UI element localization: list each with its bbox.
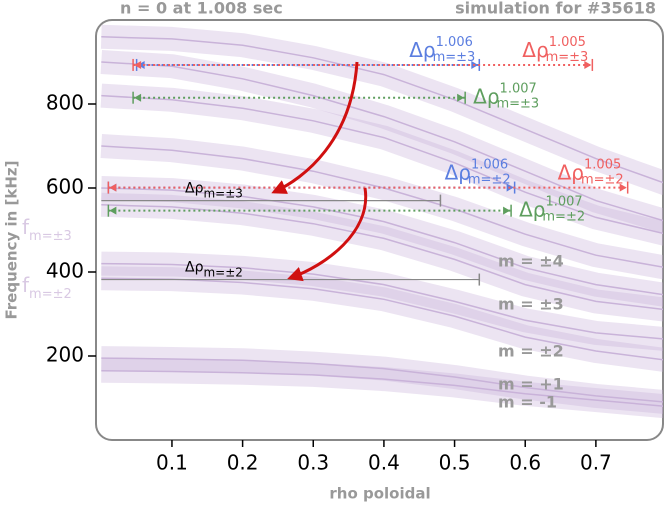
- interval-label-sub: m=±3: [203, 186, 242, 200]
- interval-label-sub: m=±3: [496, 96, 539, 111]
- interval-label: Δρm=±3: [185, 181, 243, 201]
- interval-label-sup: 1.007: [500, 81, 537, 96]
- x-tick-label: 0.5: [439, 451, 471, 475]
- x-tick-label: 0.4: [368, 451, 400, 475]
- mode-label: m = ±2: [498, 342, 564, 361]
- mode-line: [101, 94, 663, 235]
- mode-line: [101, 204, 663, 311]
- interval-label-sub: m=±2: [581, 172, 624, 187]
- interval-label-main: Δρ: [185, 181, 204, 197]
- plot-frame: [95, 19, 664, 441]
- mode-line: [101, 61, 663, 223]
- interval-label: Δρm=±2: [185, 260, 243, 280]
- interval-label-sup: 1.005: [584, 157, 621, 172]
- interval-label: Δρ1.006 m=±2: [445, 157, 511, 187]
- interval-label-main: Δρ: [409, 37, 435, 61]
- mode-label: m = +1: [498, 375, 564, 394]
- y-tick-label: 400: [46, 259, 84, 283]
- f-label: fm=±2: [22, 273, 72, 302]
- arrow: [271, 61, 359, 194]
- x-tick-label: 0.2: [227, 451, 259, 475]
- interval-head: [134, 60, 142, 69]
- x-tick-label: 0.1: [156, 451, 188, 475]
- interval-label: Δρ1.006 m=±3: [409, 34, 475, 64]
- mode-label: m = -1: [498, 393, 557, 412]
- f-label-main: f: [22, 215, 30, 239]
- interval-head: [503, 206, 511, 215]
- interval-label: Δρ1.005 m=±3: [522, 34, 588, 64]
- interval-head: [619, 183, 627, 192]
- interval-head: [109, 206, 117, 215]
- mode-line: [101, 187, 663, 296]
- interval-label-sup: 1.005: [549, 34, 586, 49]
- mode-line: [101, 36, 663, 185]
- interval-label-sub: m=±2: [542, 209, 585, 224]
- interval-label-sup: 1.006: [471, 157, 508, 172]
- mode-line: [101, 369, 663, 408]
- interval-head: [137, 60, 145, 69]
- mode-label: m = ±4: [498, 252, 564, 271]
- interval-label-sub: m=±3: [546, 49, 589, 64]
- interval-label-main: Δρ: [185, 260, 204, 276]
- f-label: fm=±3: [22, 215, 72, 244]
- arrow: [287, 187, 368, 282]
- interval-label-sup: 1.006: [436, 34, 473, 49]
- mode-line: [101, 262, 663, 340]
- interval-label-main: Δρ: [473, 84, 499, 108]
- y-tick-label: 200: [46, 343, 84, 367]
- interval-label-sub: m=±3: [433, 49, 476, 64]
- f-label-sub: m=±2: [29, 287, 72, 302]
- interval-label: Δρ1.005 m=±2: [558, 157, 624, 187]
- interval-label-main: Δρ: [558, 160, 584, 184]
- x-axis-label: rho poloidal: [329, 485, 430, 503]
- f-label-sub: m=±3: [29, 229, 72, 244]
- x-tick-label: 0.7: [580, 451, 612, 475]
- y-tick-label: 600: [46, 175, 84, 199]
- interval-label-main: Δρ: [445, 160, 471, 184]
- mode-line: [101, 277, 663, 361]
- y-axis-label: Frequency in [kHz]: [3, 160, 21, 319]
- x-tick-label: 0.3: [297, 451, 329, 475]
- interval-label-main: Δρ: [522, 37, 548, 61]
- interval-head: [457, 93, 465, 102]
- y-tick-label: 800: [46, 91, 84, 115]
- interval-label-sup: 1.007: [545, 194, 582, 209]
- interval-label-main: Δρ: [519, 197, 545, 221]
- mode-label: m = ±3: [498, 295, 564, 314]
- bands: [100, 24, 663, 419]
- f-label-main: f: [22, 273, 30, 297]
- title-right: simulation for #35618: [455, 0, 656, 18]
- interval-head: [584, 60, 592, 69]
- interval-label: Δρ1.007 m=±2: [519, 194, 585, 224]
- mode-line: [101, 357, 663, 403]
- x-tick-label: 0.6: [509, 451, 541, 475]
- title-left: n = 0 at 1.008 sec: [120, 0, 283, 18]
- interval-label: Δρ1.007 m=±3: [473, 81, 539, 111]
- interval-label-sub: m=±2: [203, 265, 242, 279]
- interval-head: [134, 93, 142, 102]
- interval-label-sub: m=±2: [468, 172, 511, 187]
- interval-head: [109, 183, 117, 192]
